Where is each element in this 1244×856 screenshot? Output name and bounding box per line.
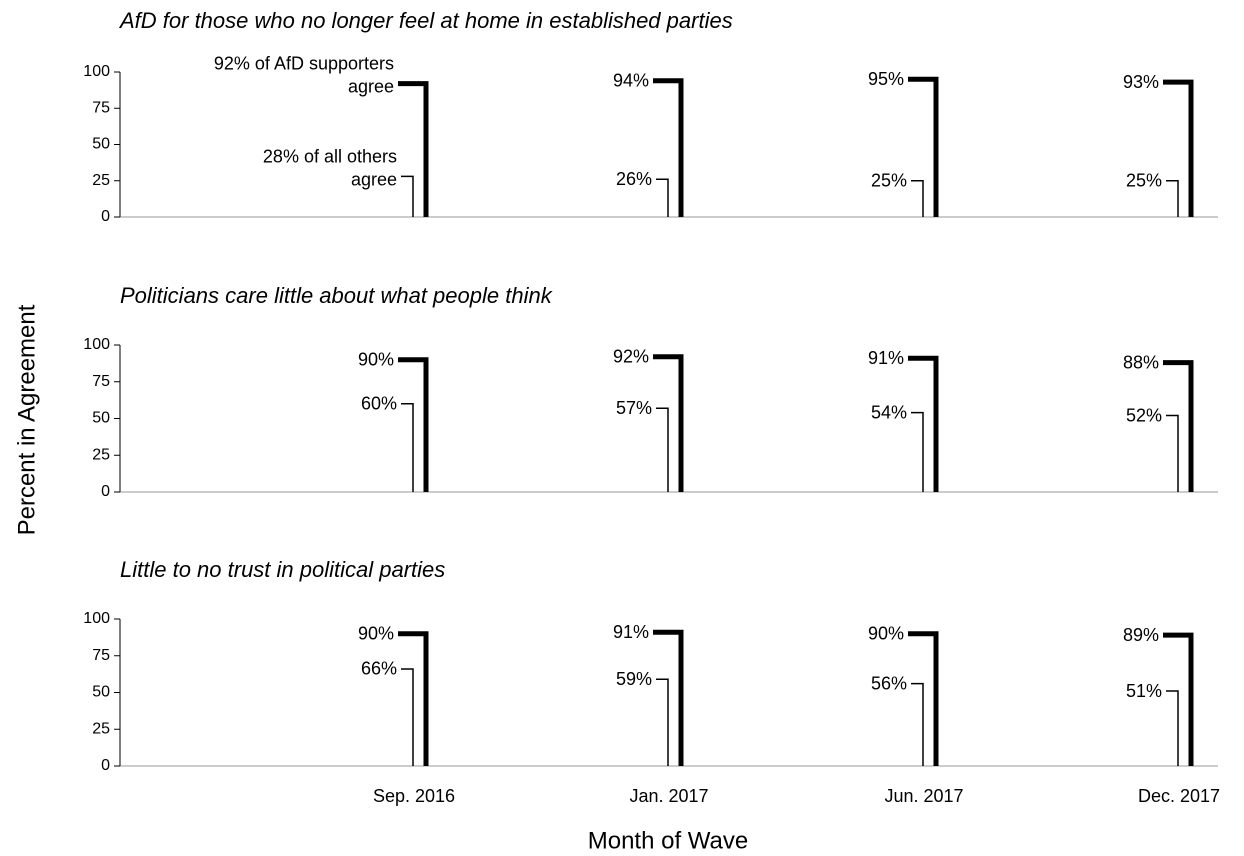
- bar: [656, 178, 669, 217]
- bar: [1163, 632, 1194, 766]
- value-label: 26%: [616, 169, 652, 189]
- bar: [911, 180, 924, 217]
- y-tick-label: 50: [92, 684, 110, 701]
- y-tick-label: 100: [83, 610, 110, 627]
- value-label: 94%: [613, 70, 649, 90]
- value-label: 91%: [868, 348, 904, 368]
- y-tick-label: 75: [92, 373, 110, 390]
- bar: [398, 81, 429, 217]
- bar: [911, 411, 924, 492]
- x-tick-label: Sep. 2016: [373, 786, 455, 806]
- value-label: 95%: [868, 69, 904, 89]
- y-tick-label: 100: [83, 63, 110, 80]
- value-label: 56%: [871, 673, 907, 693]
- y-tick-label: 75: [92, 99, 110, 116]
- panel-title: AfD for those who no longer feel at home…: [118, 8, 733, 33]
- bar: [1166, 180, 1179, 217]
- y-tick-label: 0: [101, 757, 110, 774]
- value-label: 52%: [1126, 405, 1162, 425]
- bar: [1166, 690, 1179, 766]
- value-label: 28% of all others agree: [263, 146, 397, 189]
- x-tick-label: Dec. 2017: [1138, 786, 1220, 806]
- y-tick-label: 50: [92, 410, 110, 427]
- value-label: 92% of AfD supporters agree: [214, 53, 394, 96]
- y-tick-label: 25: [92, 446, 110, 463]
- bar: [398, 357, 429, 492]
- panel-title: Little to no trust in political parties: [120, 557, 445, 582]
- y-tick-label: 100: [83, 336, 110, 353]
- value-label: 91%: [613, 622, 649, 642]
- bar: [401, 668, 414, 766]
- y-tick-label: 75: [92, 647, 110, 664]
- value-label: 57%: [616, 398, 652, 418]
- value-label: 90%: [868, 623, 904, 643]
- bar: [401, 403, 414, 492]
- value-label: 90%: [358, 349, 394, 369]
- value-label: 89%: [1123, 625, 1159, 645]
- panel-title: Politicians care little about what peopl…: [120, 283, 553, 308]
- value-label: 25%: [1126, 171, 1162, 191]
- x-tick-label: Jan. 2017: [629, 786, 708, 806]
- bar: [908, 355, 939, 492]
- y-tick-label: 0: [101, 483, 110, 500]
- bar: [653, 354, 684, 492]
- x-tick-label: Jun. 2017: [884, 786, 963, 806]
- value-label: 88%: [1123, 352, 1159, 372]
- value-label: 90%: [358, 623, 394, 643]
- x-axis-label: Month of Wave: [588, 827, 749, 854]
- bar: [656, 407, 669, 492]
- bar: [653, 78, 684, 217]
- bar: [911, 682, 924, 766]
- value-label: 66%: [361, 659, 397, 679]
- bar: [1166, 414, 1179, 492]
- bar: [1163, 360, 1194, 492]
- y-tick-label: 25: [92, 720, 110, 737]
- bar: [908, 631, 939, 766]
- bar: [656, 678, 669, 766]
- bar: [1163, 79, 1194, 217]
- bar: [398, 631, 429, 766]
- y-axis-label: Percent in Agreement: [13, 304, 40, 535]
- value-label: 25%: [871, 171, 907, 191]
- y-tick-label: 50: [92, 136, 110, 153]
- value-label: 92%: [613, 347, 649, 367]
- value-label: 54%: [871, 402, 907, 422]
- y-tick-label: 0: [101, 208, 110, 225]
- y-tick-label: 25: [92, 172, 110, 189]
- value-label: 60%: [361, 394, 397, 414]
- value-label: 51%: [1126, 681, 1162, 701]
- value-label: 59%: [616, 669, 652, 689]
- value-label: 93%: [1123, 72, 1159, 92]
- bar: [401, 175, 414, 217]
- bar: [908, 76, 939, 217]
- bar: [653, 629, 684, 766]
